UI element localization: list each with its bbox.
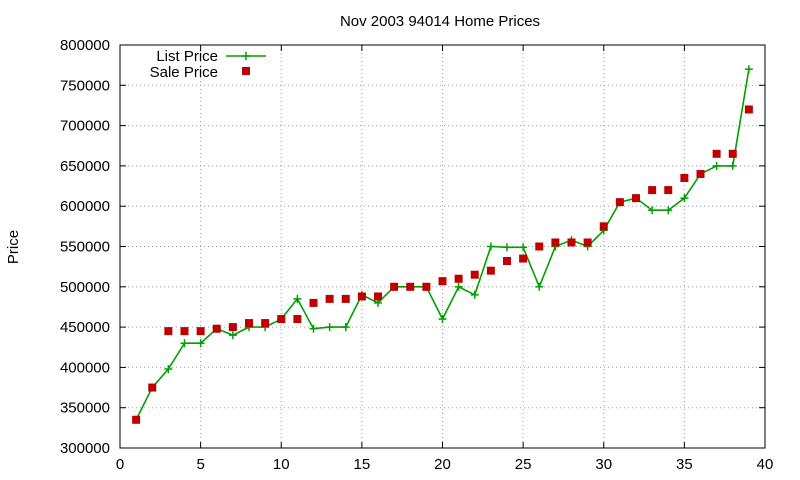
grid xyxy=(120,45,765,448)
x-tick-label: 0 xyxy=(116,456,124,473)
chart-title: Nov 2003 94014 Home Prices xyxy=(340,13,540,30)
sale-price-point xyxy=(567,238,576,247)
axis-ticks: 0 5 10 15 20 25 30 35 40 300000 350000 400000 450000… xyxy=(60,37,773,473)
x-tick-label: 15 xyxy=(354,456,371,473)
list-price-point xyxy=(728,161,737,170)
sale-price-point xyxy=(390,282,399,291)
sale-price-point xyxy=(261,319,270,328)
x-tick-label: 5 xyxy=(196,456,204,473)
y-tick-label: 550000 xyxy=(60,239,110,256)
list-price-point xyxy=(486,242,495,251)
sale-price-point xyxy=(228,323,237,332)
sale-price-point xyxy=(680,173,689,182)
list-price-point xyxy=(470,290,479,299)
list-price-point xyxy=(196,339,205,348)
list-price-point xyxy=(664,206,673,215)
sale-price-point xyxy=(664,186,673,195)
sale-price-point xyxy=(519,254,528,263)
y-axis-label: Price xyxy=(5,230,22,264)
sale-price-point xyxy=(599,222,608,231)
legend-label-sale-price: Sale Price xyxy=(150,64,218,81)
sale-price-point xyxy=(615,198,624,207)
series-layer xyxy=(132,65,753,424)
list-price-point xyxy=(744,65,753,74)
list-price-point xyxy=(503,243,511,252)
plot-frame xyxy=(119,44,766,449)
list-price-point xyxy=(228,331,237,340)
y-tick-label: 350000 xyxy=(60,400,110,417)
sale-price-point xyxy=(583,238,592,247)
y-tick-label: 300000 xyxy=(60,440,110,457)
sale-price-point xyxy=(374,292,382,301)
sale-price-point xyxy=(535,242,544,251)
legend-label-list-price: List Price xyxy=(156,48,218,65)
sale-price-point xyxy=(696,169,705,178)
sale-price-point xyxy=(293,315,302,324)
sale-price-point xyxy=(180,327,189,336)
sale-price-point xyxy=(486,266,495,275)
list-price-point xyxy=(180,339,189,348)
sale-price-point xyxy=(728,149,737,158)
list-price-point xyxy=(648,206,657,215)
list-price-point xyxy=(325,323,334,332)
sale-price-point xyxy=(325,294,334,303)
y-tick-label: 800000 xyxy=(60,37,110,54)
sale-price-point xyxy=(470,270,479,279)
sale-price-point xyxy=(212,324,221,333)
sale-price-point xyxy=(164,327,173,336)
sale-price-point xyxy=(245,319,253,328)
list-price-point xyxy=(454,282,463,291)
sale-price-point xyxy=(503,257,511,266)
sale-price-point xyxy=(422,282,431,291)
sale-price-point xyxy=(632,194,640,203)
legend-marker-sale-price xyxy=(242,67,250,75)
list-price-point xyxy=(309,324,318,333)
list-price-point xyxy=(164,365,173,374)
y-tick-label: 400000 xyxy=(60,359,110,376)
sale-price-point xyxy=(277,315,286,324)
sale-price-point xyxy=(406,282,415,291)
y-tick-label: 500000 xyxy=(60,279,110,296)
sale-price-point xyxy=(196,327,205,336)
sale-price-point xyxy=(357,292,366,301)
x-tick-label: 25 xyxy=(515,456,532,473)
sale-price-point xyxy=(454,274,463,283)
y-tick-label: 700000 xyxy=(60,118,110,135)
list-price-point xyxy=(438,315,447,324)
y-tick-label: 600000 xyxy=(60,198,110,215)
sale-price-point xyxy=(309,298,318,307)
list-price-point xyxy=(535,282,544,291)
x-tick-label: 20 xyxy=(434,456,451,473)
legend: List Price Sale Price xyxy=(150,48,266,81)
x-tick-label: 10 xyxy=(273,456,290,473)
y-tick-label: 750000 xyxy=(60,77,110,94)
list-price-point xyxy=(293,294,302,303)
x-tick-label: 30 xyxy=(595,456,612,473)
sale-price-point xyxy=(148,383,157,392)
x-tick-label: 40 xyxy=(757,456,774,473)
list-price-point xyxy=(680,194,689,203)
sale-price-point xyxy=(712,149,721,158)
list-price-point xyxy=(519,243,528,252)
sale-price-point xyxy=(648,186,657,195)
sale-price-point xyxy=(341,294,350,303)
legend-marker-list-price xyxy=(242,52,250,60)
y-tick-label: 450000 xyxy=(60,319,110,336)
sale-price-point xyxy=(132,415,141,424)
list-price-point xyxy=(341,323,350,332)
sale-price-point xyxy=(551,238,560,247)
list-price-point xyxy=(712,161,721,170)
sale-price-point xyxy=(744,105,753,114)
x-tick-label: 35 xyxy=(676,456,693,473)
sale-price-point xyxy=(438,277,447,286)
y-tick-label: 650000 xyxy=(60,158,110,175)
